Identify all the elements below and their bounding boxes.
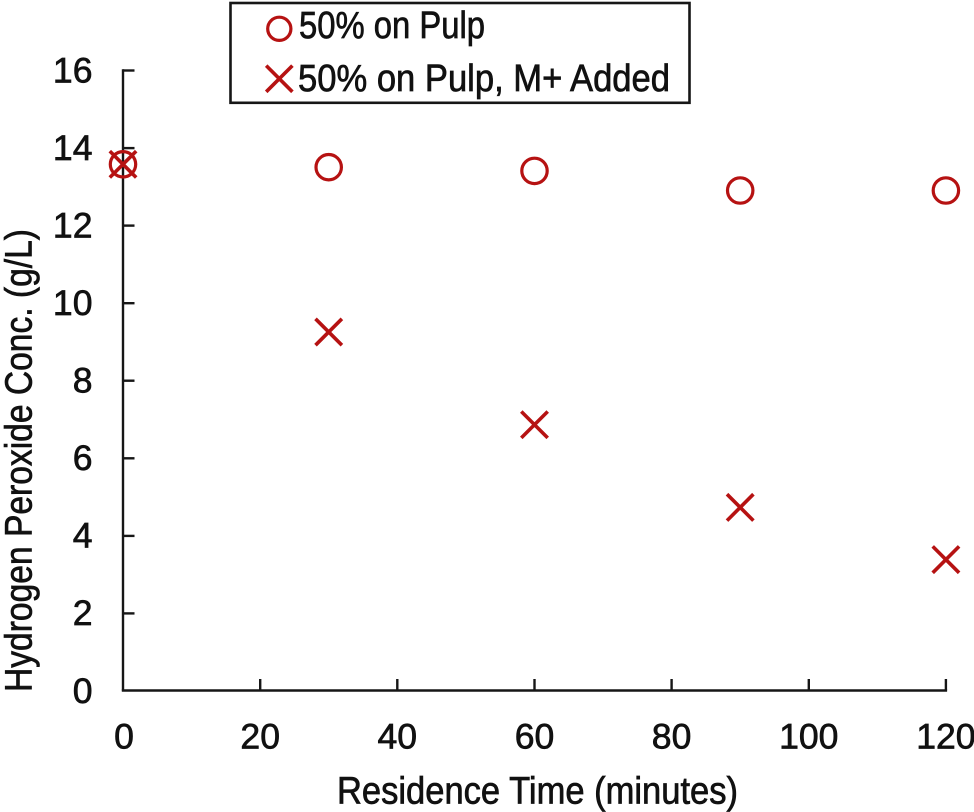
svg-text:10: 10 — [53, 283, 93, 323]
svg-text:4: 4 — [73, 516, 93, 556]
svg-text:2: 2 — [73, 593, 93, 633]
svg-text:Residence Time (minutes): Residence Time (minutes) — [337, 771, 738, 812]
svg-text:80: 80 — [652, 717, 692, 757]
svg-text:40: 40 — [378, 717, 418, 757]
svg-text:0: 0 — [114, 717, 134, 757]
svg-text:120: 120 — [916, 717, 974, 757]
svg-text:50% on Pulp, M+ Added: 50% on Pulp, M+ Added — [298, 58, 670, 100]
svg-text:14: 14 — [53, 128, 93, 168]
svg-text:Hydrogen Peroxide Conc. (g/L): Hydrogen Peroxide Conc. (g/L) — [0, 229, 40, 692]
svg-text:8: 8 — [73, 361, 93, 401]
svg-text:0: 0 — [73, 671, 93, 711]
svg-text:16: 16 — [53, 50, 93, 90]
svg-text:100: 100 — [779, 717, 838, 757]
svg-text:20: 20 — [240, 717, 280, 757]
svg-text:12: 12 — [53, 205, 93, 245]
svg-text:50% on Pulp: 50% on Pulp — [299, 5, 485, 47]
svg-text:60: 60 — [515, 717, 555, 757]
svg-text:6: 6 — [73, 438, 93, 478]
